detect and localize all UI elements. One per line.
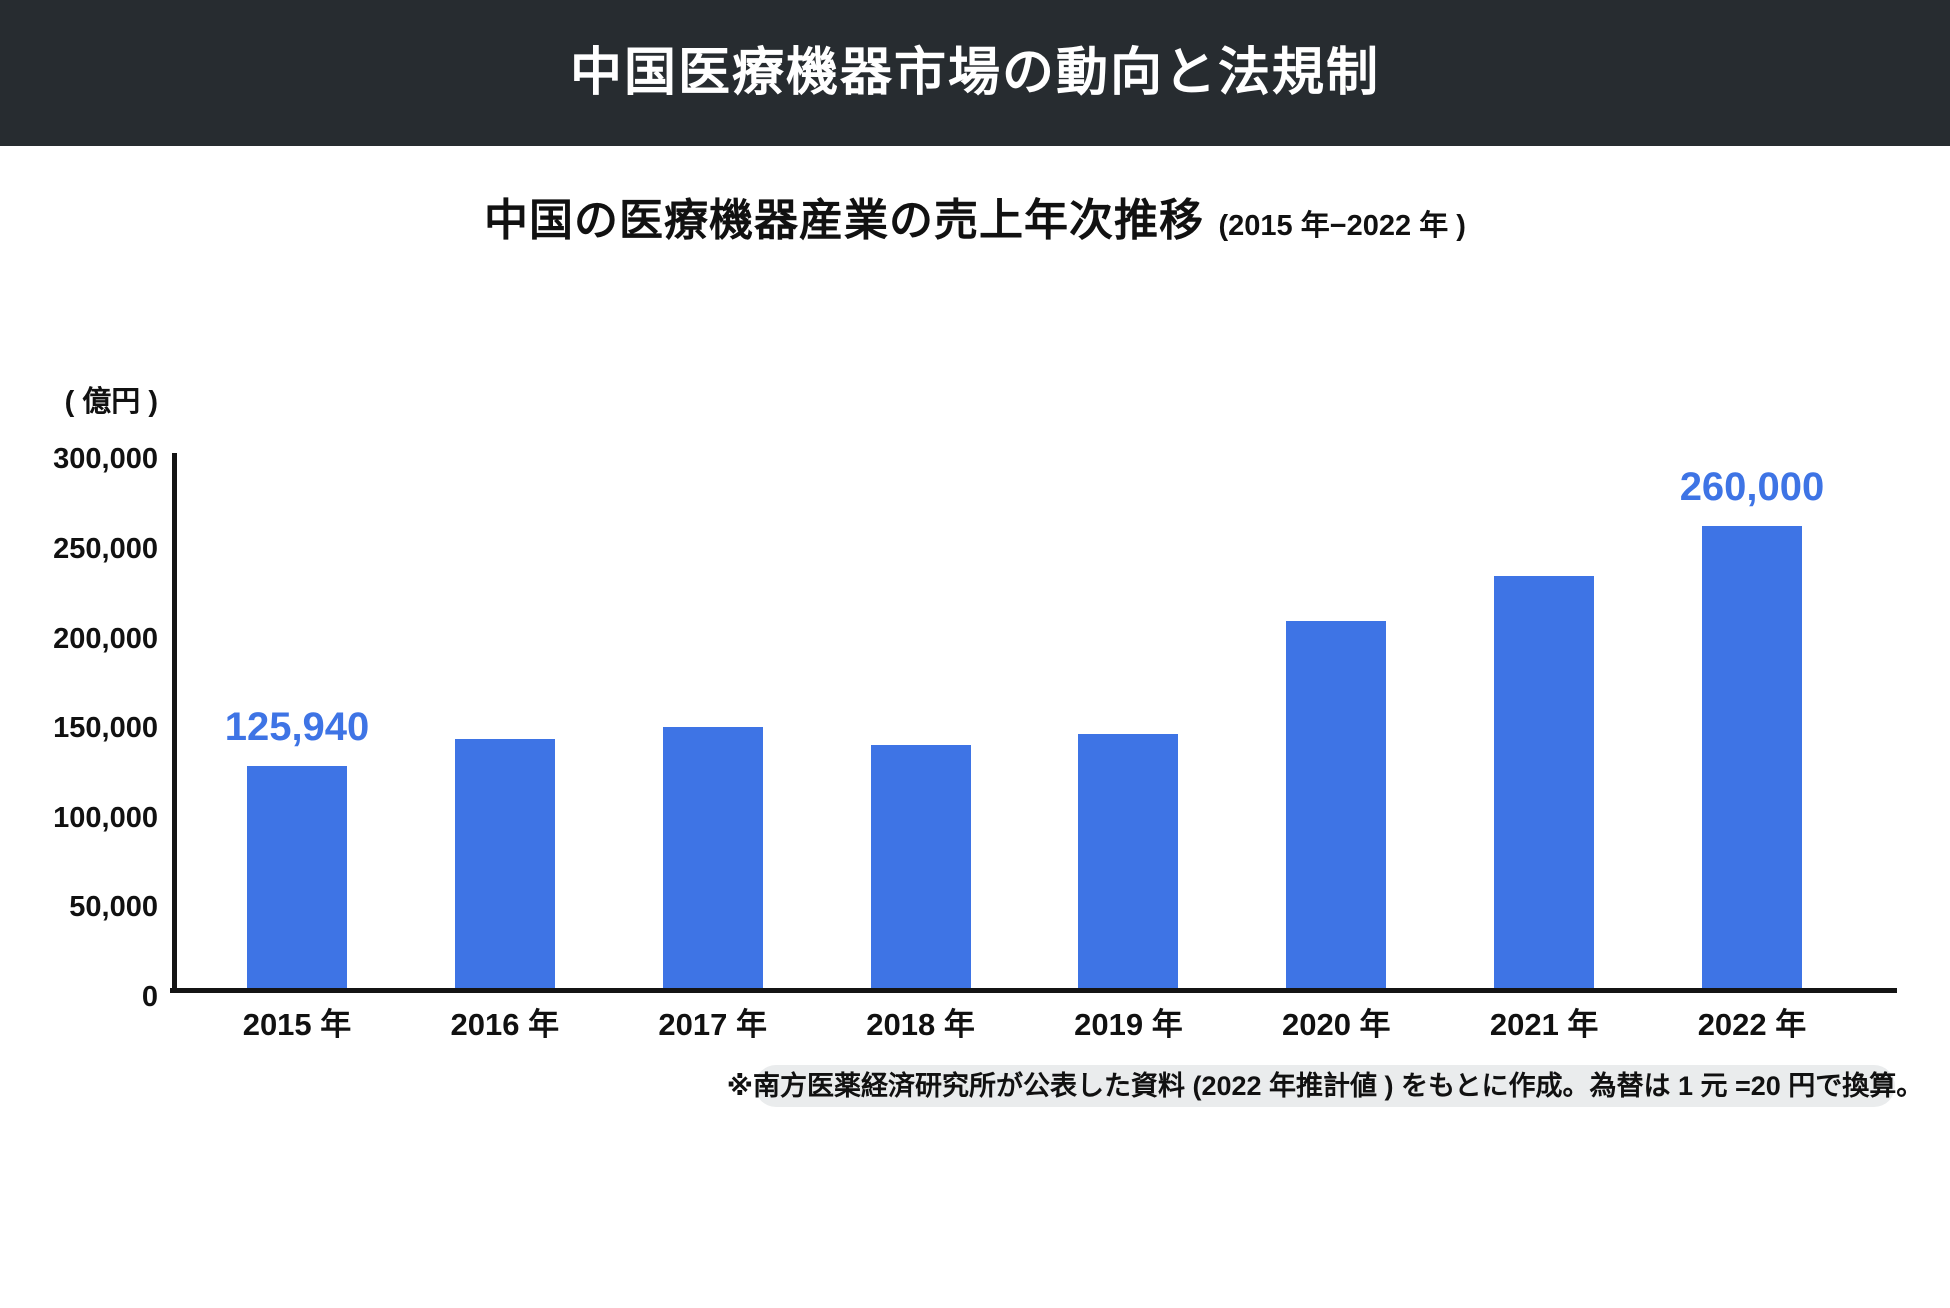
- y-axis-line: [172, 453, 177, 993]
- chart-title-period: (2015 年−2022 年 ): [1218, 210, 1466, 242]
- bar-2022年: [1701, 526, 1802, 992]
- chart-title-row: 中国の医療機器産業の売上年次推移 (2015 年−2022 年 ): [0, 196, 1950, 251]
- x-axis-tick-label: 2016 年: [450, 1007, 560, 1042]
- y-axis-tick-label: 100,000: [53, 801, 158, 834]
- source-footnote-text: ※南方医薬経済研究所が公表した資料 (2022 年推計値 ) をもとに作成。為替…: [726, 1071, 1924, 1101]
- chart-title: 中国の医療機器産業の売上年次推移: [484, 196, 1205, 245]
- y-axis-tick-label: 0: [141, 981, 158, 1013]
- source-footnote: ※南方医薬経済研究所が公表した資料 (2022 年推計値 ) をもとに作成。為替…: [727, 1065, 1923, 1107]
- x-axis-tick-label: 2018 年: [866, 1007, 975, 1042]
- y-axis-tick-label: 300,000: [53, 443, 158, 476]
- y-axis-unit-label: ( 億円 ): [64, 386, 158, 418]
- bar-2021年: [1494, 576, 1595, 992]
- y-axis-tick-label: 50,000: [69, 891, 158, 924]
- x-axis-tick-label: 2021 年: [1489, 1007, 1599, 1042]
- x-axis-tick-label: 2020 年: [1281, 1007, 1391, 1042]
- x-axis-tick-label: 2017 年: [658, 1007, 767, 1042]
- header-banner: 中国医療機器市場の動向と法規制: [0, 0, 1950, 146]
- y-axis-tick-label: 150,000: [53, 712, 158, 745]
- bar-2018年: [870, 744, 971, 992]
- bar-value-label: 260,000: [1679, 465, 1825, 509]
- y-axis-tick-label: 250,000: [53, 532, 158, 565]
- page-title: 中国医療機器市場の動向と法規制: [569, 44, 1380, 102]
- y-axis-tick-label: 200,000: [53, 622, 158, 655]
- x-axis-tick-label: 2015 年: [242, 1007, 352, 1042]
- bar-2016年: [454, 739, 555, 992]
- x-axis-line: [170, 988, 1897, 993]
- bar-2017年: [662, 726, 763, 992]
- bar-2019年: [1078, 733, 1179, 992]
- x-axis-tick-label: 2022 年: [1697, 1007, 1807, 1042]
- bar-value-label: 125,940: [224, 705, 370, 750]
- bar-2015年: [247, 766, 347, 992]
- x-axis-tick-label: 2019 年: [1074, 1007, 1183, 1042]
- bar-2020年: [1286, 620, 1387, 992]
